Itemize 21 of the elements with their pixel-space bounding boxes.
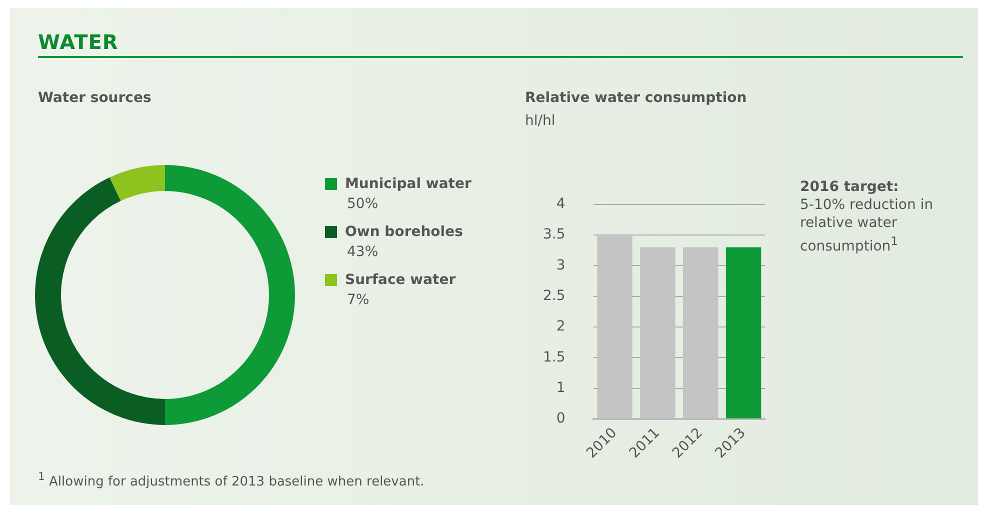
y-tick-label: 3.5 <box>543 226 566 243</box>
y-tick-label: 0 <box>556 410 566 427</box>
y-tick-label: 1.5 <box>543 349 566 366</box>
legend-label: Own boreholes <box>345 224 463 240</box>
y-tick-label: 4 <box>556 196 566 212</box>
y-tick-label: 1 <box>556 380 566 396</box>
data-label: 50% <box>347 196 380 212</box>
text: $^{1}$ Allowing for adjustments of 2013 baseline when relevant. <box>38 470 424 490</box>
chart-subtitle: hl/hl <box>525 113 556 129</box>
text: 2016 target: <box>800 178 900 196</box>
text: 5-10% reduction in relative water consumption$^{1}$ <box>800 196 934 256</box>
y-tick-label: 3 <box>556 257 566 274</box>
legend-label: Municipal water <box>345 176 472 192</box>
chart-subtitle: Water sources <box>38 90 152 106</box>
data-label: 7% <box>347 292 370 308</box>
y-tick-label: 2.5 <box>543 288 566 304</box>
chart-title: WATER <box>38 30 118 54</box>
data-label: 43% <box>347 244 380 260</box>
y-tick-label: 2 <box>556 318 566 335</box>
chart-title: Relative water consumption <box>525 90 747 106</box>
legend-label: Surface water <box>345 272 456 288</box>
